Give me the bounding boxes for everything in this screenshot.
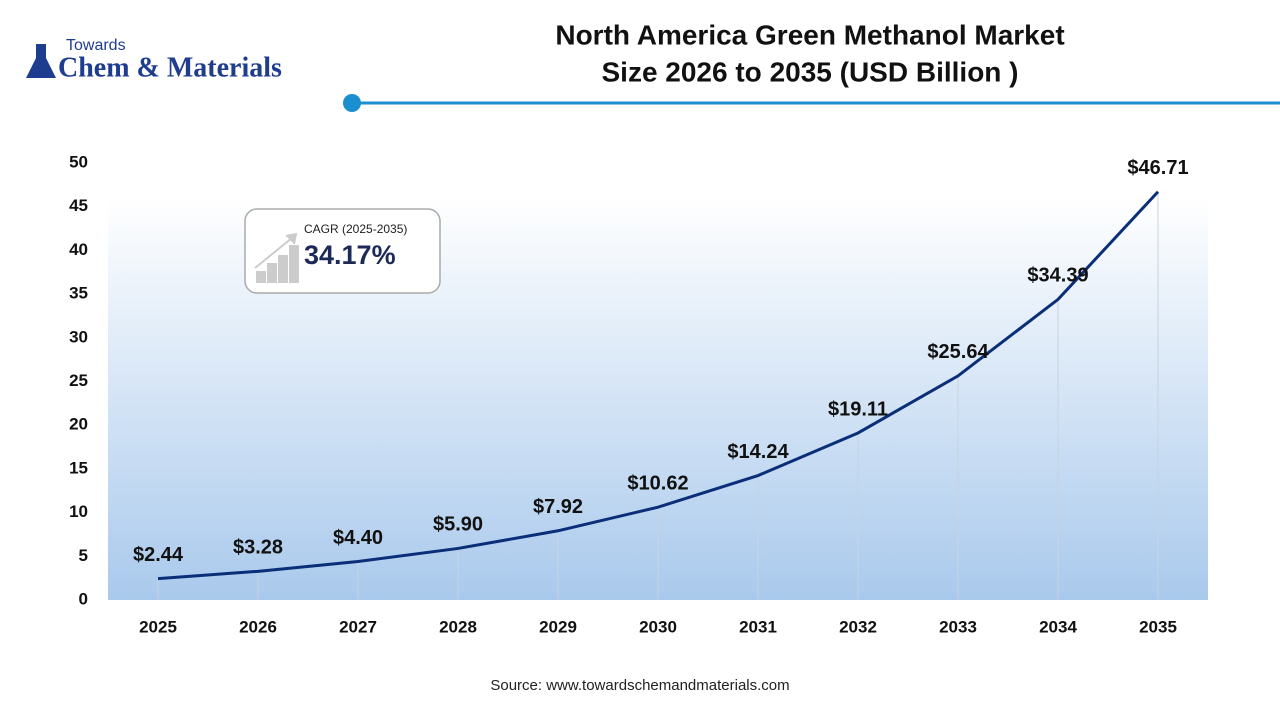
y-tick-label: 30 [69, 327, 88, 346]
x-tick-label: 2025 [139, 617, 177, 636]
logo-icon [36, 44, 46, 60]
x-tick-label: 2029 [539, 617, 577, 636]
cagr-icon [254, 232, 299, 283]
chart-title: Size 2026 to 2035 (USD Billion ) [601, 56, 1018, 87]
x-tick-label: 2030 [639, 617, 677, 636]
logo-text: Towards [66, 37, 126, 54]
x-tick-label: 2033 [939, 617, 977, 636]
x-tick-label: 2032 [839, 617, 877, 636]
line [157, 190, 1160, 581]
data-label: $19.11 [828, 398, 888, 420]
cagr-value: 34.17% [304, 240, 396, 270]
logo-text: Chem & Materials [58, 52, 282, 83]
y-tick-label: 25 [69, 371, 88, 390]
y-tick-label: 35 [69, 284, 88, 303]
logo: Towards Chem & Materials [26, 37, 282, 83]
cagr-box: CAGR (2025-2035) 34.17% [244, 208, 441, 294]
data-label: $10.62 [627, 472, 688, 494]
data-label: $46.71 [1127, 157, 1188, 179]
y-tick-label: 40 [69, 240, 88, 259]
y-tick-label: 45 [69, 196, 88, 215]
chart-title: North America Green Methanol Market [555, 19, 1064, 50]
y-tick-label: 50 [69, 152, 88, 171]
x-tick-label: 2028 [439, 617, 477, 636]
y-tick-label: 5 [79, 546, 88, 565]
data-label: $7.92 [533, 496, 583, 518]
y-tick-label: 15 [69, 458, 88, 477]
data-label: $34.39 [1027, 265, 1088, 287]
data-label: $14.24 [727, 441, 789, 463]
logo-icon [26, 58, 56, 78]
cagr-label: CAGR (2025-2035) [304, 222, 407, 236]
x-tick-label: 2035 [1139, 617, 1177, 636]
y-tick-label: 10 [69, 502, 88, 521]
source: Source: www.towardschemandmaterials.com [490, 677, 789, 694]
data-label: $5.90 [433, 514, 483, 536]
x-tick-label: 2026 [239, 617, 277, 636]
data-label: $4.40 [333, 527, 383, 549]
x-tick-label: 2031 [739, 617, 777, 636]
divider-dot [343, 94, 361, 112]
x-tick-label: 2034 [1039, 617, 1077, 636]
x-tick-label: 2027 [339, 617, 377, 636]
data-label: $3.28 [233, 537, 283, 559]
y-tick-label: 20 [69, 415, 88, 434]
data-label: $25.64 [927, 341, 989, 363]
y-tick-label: 0 [79, 589, 88, 608]
data-label: $2.44 [133, 544, 184, 566]
